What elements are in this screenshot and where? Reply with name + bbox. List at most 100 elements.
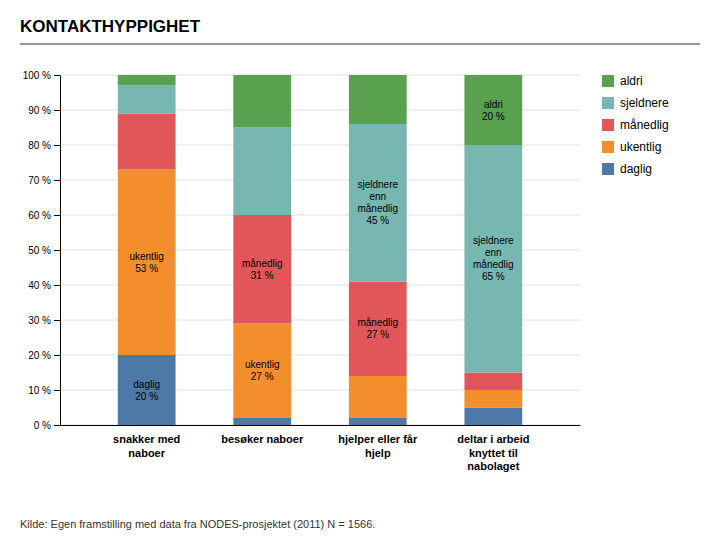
bar bbox=[233, 128, 291, 216]
bar bbox=[349, 418, 407, 425]
data-label: ukentlig27 % bbox=[245, 359, 279, 382]
bar bbox=[118, 114, 176, 170]
legend-label: ukentlig bbox=[620, 140, 661, 154]
bar bbox=[464, 390, 522, 408]
x-tick-label: deltar i arbeidknyttet tilnabolaget bbox=[457, 433, 529, 473]
series bbox=[118, 114, 522, 391]
y-tick-mark bbox=[54, 215, 60, 216]
legend-item: aldri bbox=[602, 74, 643, 88]
bar bbox=[349, 376, 407, 418]
bar bbox=[233, 215, 291, 324]
legend-item: ukentlig bbox=[602, 140, 661, 154]
y-tick: 0 % bbox=[34, 420, 60, 431]
y-tick: 20 % bbox=[28, 350, 60, 361]
y-tick-mark bbox=[54, 390, 60, 391]
legend-item: daglig bbox=[602, 162, 652, 176]
data-label: daglig20 % bbox=[133, 379, 160, 402]
title-rule bbox=[20, 44, 700, 45]
y-tick-label: 20 % bbox=[28, 350, 51, 361]
y-tick-label: 100 % bbox=[23, 70, 51, 81]
y-tick-label: 0 % bbox=[34, 420, 51, 431]
legend-swatch bbox=[602, 163, 614, 175]
y-tick-mark bbox=[54, 180, 60, 181]
data-label: sjeldnereennmånedlig65 % bbox=[473, 235, 514, 282]
x-tick: snakker mednaboer bbox=[113, 433, 180, 459]
legend-label: daglig bbox=[620, 162, 652, 176]
data-label: månedlig31 % bbox=[242, 258, 283, 281]
y-tick-label: 40 % bbox=[28, 280, 51, 291]
bar bbox=[464, 408, 522, 426]
y-tick: 30 % bbox=[28, 315, 60, 326]
series bbox=[118, 355, 522, 425]
y-tick: 80 % bbox=[28, 140, 60, 151]
bar bbox=[349, 75, 407, 124]
y-tick: 10 % bbox=[28, 385, 60, 396]
y-tick: 90 % bbox=[28, 105, 60, 116]
bars bbox=[118, 75, 522, 425]
y-tick-mark bbox=[54, 75, 60, 76]
bar bbox=[233, 418, 291, 425]
y-axis-line bbox=[54, 76, 61, 426]
x-tick: hjelper eller fårhjelp bbox=[338, 433, 418, 459]
legend-item: månedlig bbox=[602, 118, 669, 132]
x-tick-label: besøker naboer bbox=[221, 433, 304, 445]
x-tick-label: hjelper eller fårhjelp bbox=[338, 433, 418, 459]
bar bbox=[464, 75, 522, 145]
legend-swatch bbox=[602, 75, 614, 87]
title: KONTAKTHYPPIGHET bbox=[20, 17, 201, 36]
bar bbox=[233, 324, 291, 419]
bar bbox=[233, 75, 291, 128]
y-axis: 0 % 10 % 20 % 30 % 40 % 50 % 60 % 70 % 80 % 90 % 1… bbox=[23, 70, 61, 431]
legend-swatch bbox=[602, 119, 614, 131]
y-tick-label: 50 % bbox=[28, 245, 51, 256]
y-tick-mark bbox=[54, 250, 60, 251]
y-tick-label: 80 % bbox=[28, 140, 51, 151]
y-tick: 70 % bbox=[28, 175, 60, 186]
y-tick-label: 10 % bbox=[28, 385, 51, 396]
x-tick-label: snakker mednaboer bbox=[113, 433, 180, 459]
x-axis: snakker mednaboer besøker naboer hjelper e… bbox=[61, 426, 581, 473]
x-axis-line bbox=[61, 425, 581, 426]
y-tick-mark bbox=[54, 145, 60, 146]
chart: KONTAKTHYPPIGHETdaglig20 %ukentlig53 %uk… bbox=[0, 0, 720, 540]
y-tick-label: 30 % bbox=[28, 315, 51, 326]
bar bbox=[464, 145, 522, 373]
legend-label: månedlig bbox=[620, 118, 669, 132]
y-tick-mark bbox=[54, 320, 60, 321]
bar bbox=[118, 355, 176, 425]
legend-label: aldri bbox=[620, 74, 643, 88]
legend: aldri sjeldnere månedlig ukentlig daglig bbox=[602, 74, 669, 176]
bar bbox=[118, 86, 176, 114]
y-tick-label: 90 % bbox=[28, 105, 51, 116]
data-label: ukentlig53 % bbox=[129, 251, 163, 274]
legend-swatch bbox=[602, 141, 614, 153]
y-tick: 50 % bbox=[28, 245, 60, 256]
legend-item: sjeldnere bbox=[602, 96, 669, 110]
y-tick: 40 % bbox=[28, 280, 60, 291]
y-tick-mark bbox=[54, 110, 60, 111]
bar bbox=[118, 170, 176, 356]
x-tick: deltar i arbeidknyttet tilnabolaget bbox=[457, 433, 529, 473]
bar bbox=[349, 124, 407, 282]
y-tick-label: 60 % bbox=[28, 210, 51, 221]
series bbox=[118, 86, 522, 373]
data-label: månedlig27 % bbox=[357, 317, 398, 340]
source: Kilde: Egen framstilling med data fra NO… bbox=[20, 518, 375, 530]
data-labels: daglig20 % ukentlig53 % ukentlig27 % månedl… bbox=[129, 99, 514, 402]
bar bbox=[118, 75, 176, 86]
y-tick: 60 % bbox=[28, 210, 60, 221]
data-label: sjeldnereennmånedlig45 % bbox=[357, 179, 398, 226]
y-tick-mark bbox=[54, 285, 60, 286]
y-tick-mark bbox=[54, 355, 60, 356]
y-tick-mark bbox=[54, 425, 60, 426]
bar bbox=[464, 373, 522, 391]
legend-label: sjeldnere bbox=[620, 96, 669, 110]
bar bbox=[349, 282, 407, 377]
y-tick: 100 % bbox=[23, 70, 60, 81]
legend-swatch bbox=[602, 97, 614, 109]
series bbox=[118, 75, 522, 145]
x-tick: besøker naboer bbox=[221, 433, 304, 445]
series bbox=[118, 170, 522, 419]
grid bbox=[60, 75, 580, 425]
y-tick-label: 70 % bbox=[28, 175, 51, 186]
